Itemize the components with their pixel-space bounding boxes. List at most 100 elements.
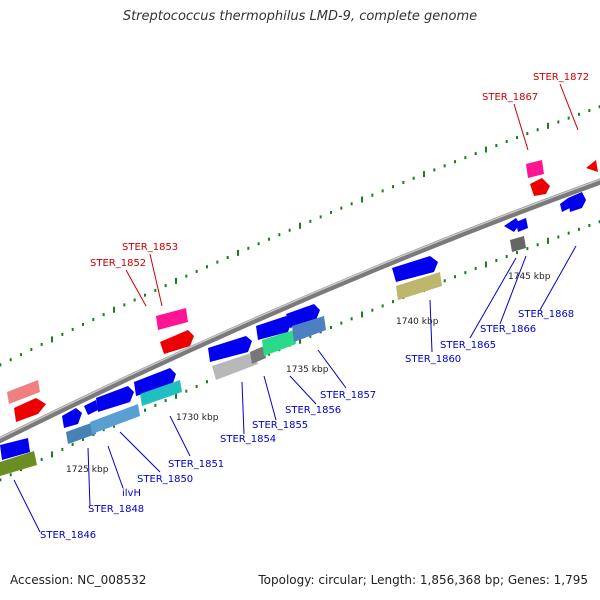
gene-label: STER_1856 [285, 405, 341, 416]
major-tick [51, 336, 53, 343]
gene-arrow[interactable] [560, 198, 570, 212]
minor-tick [154, 288, 157, 292]
minor-tick [536, 243, 539, 247]
gene-block[interactable] [262, 330, 296, 356]
gene-block[interactable] [526, 160, 544, 178]
gene-arrow[interactable] [516, 218, 528, 232]
gene-arrow[interactable] [504, 218, 520, 232]
gene-arrow[interactable] [96, 386, 134, 412]
gene-arrow[interactable] [14, 398, 46, 422]
minor-tick [216, 260, 219, 264]
gene-label: STER_1855 [252, 420, 308, 431]
minor-tick [505, 140, 508, 144]
minor-tick [0, 363, 2, 367]
gene-block[interactable] [66, 422, 96, 444]
major-tick [175, 392, 177, 399]
label-leaders [13, 83, 579, 533]
minor-tick [598, 220, 600, 224]
minor-tick [92, 318, 95, 322]
minor-tick [495, 144, 498, 148]
minor-tick [381, 304, 384, 308]
gene-arrow[interactable] [392, 256, 438, 282]
minor-tick [20, 353, 22, 357]
major-tick [485, 261, 487, 268]
minor-tick [123, 303, 126, 307]
gene-block[interactable] [7, 380, 40, 404]
gene-block[interactable] [0, 451, 37, 476]
major-tick [361, 311, 363, 318]
gene-label: STER_1846 [40, 530, 96, 541]
gene-block[interactable] [212, 352, 258, 380]
minor-tick [340, 206, 343, 210]
minor-tick [350, 202, 353, 206]
minor-tick [30, 348, 33, 352]
minor-tick [598, 105, 600, 109]
minor-tick [464, 271, 467, 275]
gene-label: STER_1866 [480, 324, 536, 335]
kbp-label: 1730 kbp [176, 413, 219, 423]
gene-block[interactable] [250, 346, 266, 364]
gene-arrow[interactable] [286, 304, 320, 328]
minor-tick [412, 176, 415, 180]
minor-tick [536, 128, 539, 132]
gene-arrow[interactable] [208, 336, 252, 362]
minor-tick [392, 185, 394, 189]
minor-tick [505, 255, 508, 259]
gene-block[interactable] [90, 404, 140, 434]
minor-tick [0, 478, 2, 482]
minor-tick [257, 242, 260, 246]
minor-tick [526, 247, 529, 251]
gene-block[interactable] [292, 316, 326, 342]
gene-labels: STER_1846 STER_1848 ilvH STER_1850 STER_… [40, 72, 589, 541]
gene-arrow[interactable] [134, 368, 176, 396]
kbp-label: 1745 kbp [508, 272, 551, 282]
minor-tick [144, 408, 146, 412]
minor-tick [330, 211, 332, 215]
minor-tick [392, 300, 394, 304]
minor-tick [9, 358, 12, 362]
minor-tick [557, 235, 560, 239]
gene-arrow[interactable] [0, 438, 30, 460]
minor-tick [61, 332, 64, 336]
gene-arrow[interactable] [62, 408, 82, 428]
minor-tick [144, 293, 146, 297]
major-tick [547, 237, 549, 244]
minor-tick [474, 267, 477, 271]
minor-tick [443, 279, 446, 283]
minor-tick [133, 298, 136, 302]
minor-tick [526, 132, 529, 136]
minor-tick [226, 255, 229, 259]
minor-tick [433, 168, 436, 172]
accession-text: Accession: NC_008532 [10, 573, 147, 587]
minor-tick [371, 193, 374, 197]
minor-tick [567, 116, 570, 120]
minor-tick [319, 215, 322, 219]
gene-label: STER_1857 [320, 390, 376, 401]
gene-block[interactable] [396, 272, 442, 300]
minor-tick [40, 457, 43, 461]
minor-tick [71, 442, 74, 446]
minor-tick [71, 327, 74, 331]
gene-block[interactable] [140, 380, 182, 406]
gene-arrow[interactable] [530, 178, 550, 196]
minor-tick [9, 473, 12, 477]
kbp-label: 1740 kbp [396, 317, 439, 327]
major-tick [485, 146, 487, 153]
major-tick [423, 171, 425, 178]
gene-arrow[interactable] [568, 192, 586, 212]
gene-label: STER_1860 [405, 354, 461, 365]
gene-arrow[interactable] [160, 330, 194, 354]
major-tick [361, 196, 363, 203]
minor-tick [557, 120, 560, 124]
minor-tick [268, 237, 270, 241]
gene-arrow[interactable] [256, 316, 292, 340]
gene-arrow[interactable] [84, 400, 98, 415]
minor-tick [516, 136, 518, 140]
gene-arrow[interactable] [586, 160, 598, 172]
gene-label: STER_1854 [220, 434, 276, 445]
minor-tick [61, 447, 64, 451]
gene-block[interactable] [510, 236, 526, 252]
genome-backbone [0, 178, 600, 444]
gene-block[interactable] [156, 308, 188, 330]
